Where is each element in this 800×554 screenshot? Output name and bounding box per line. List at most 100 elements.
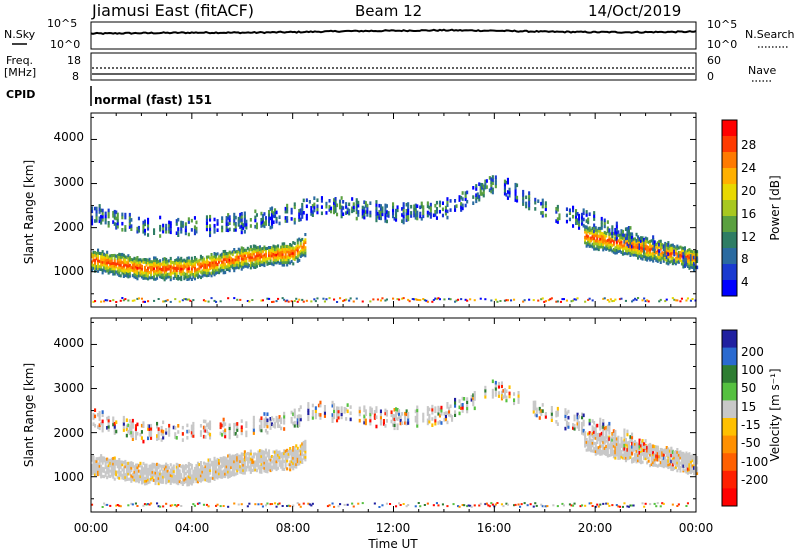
- echo-cell: [680, 457, 683, 461]
- echo-cell: [407, 411, 410, 416]
- echo-cell: [448, 406, 451, 411]
- echo-cell: [163, 464, 166, 468]
- echo-cell: [634, 297, 637, 300]
- echo-cell: [190, 272, 193, 276]
- echo-cell: [115, 222, 118, 227]
- echo-cell: [328, 297, 331, 300]
- echo-cell: [643, 297, 646, 300]
- echo-cell: [513, 392, 516, 396]
- echo-cell: [659, 463, 662, 467]
- echo-cell: [248, 264, 251, 268]
- echo-cell: [286, 258, 289, 262]
- echo-cell: [257, 251, 260, 255]
- echo-cell: [385, 204, 388, 208]
- echo-cell: [243, 262, 246, 266]
- echo-cell: [159, 269, 162, 273]
- echo-cell: [688, 264, 691, 268]
- echo-cell: [113, 472, 116, 476]
- echo-cell: [416, 213, 419, 218]
- echo-cell: [623, 438, 626, 442]
- echo-cell: [676, 252, 679, 256]
- echo-cell: [603, 449, 606, 453]
- echo-cell: [168, 479, 171, 483]
- echo-cell: [671, 503, 674, 506]
- echo-cell: [190, 259, 193, 263]
- echo-cell: [401, 412, 404, 416]
- echo-cell: [670, 257, 673, 261]
- echo-cell: [268, 246, 271, 250]
- echo-cell: [608, 248, 611, 252]
- echo-cell: [165, 470, 168, 474]
- echo-cell: [101, 263, 104, 267]
- echo-cell: [95, 467, 98, 471]
- echo-cell: [464, 191, 467, 195]
- echo-cell: [255, 469, 258, 473]
- echo-cell: [379, 210, 382, 214]
- echo-cell: [106, 258, 109, 262]
- echo-cell: [585, 438, 588, 442]
- echo-cell: [632, 245, 635, 249]
- echo-cell: [254, 452, 257, 456]
- echo-cell: [269, 251, 272, 255]
- echo-cell: [125, 418, 128, 422]
- echo-cell: [437, 297, 440, 300]
- echo-cell: [313, 208, 316, 213]
- echo-cell: [258, 261, 261, 265]
- freq-panel-frame: [90, 52, 697, 81]
- echo-cell: [629, 238, 632, 243]
- echo-cell: [635, 452, 638, 456]
- echo-cell: [667, 455, 670, 459]
- echo-cell: [419, 211, 422, 216]
- echo-cell: [98, 411, 101, 415]
- echo-cell: [373, 416, 376, 420]
- echo-cell: [284, 258, 287, 262]
- echo-cell: [676, 299, 679, 302]
- echo-cell: [237, 459, 240, 463]
- echo-cell: [342, 206, 345, 210]
- echo-cell: [283, 245, 286, 249]
- echo-cell: [640, 253, 643, 257]
- echo-cell: [177, 476, 180, 480]
- echo-cell: [148, 263, 151, 267]
- echo-cell: [661, 450, 664, 454]
- echo-cell: [209, 261, 212, 265]
- echo-cell: [541, 201, 544, 206]
- echo-cell: [600, 239, 603, 243]
- echo-cell: [441, 213, 444, 218]
- echo-cell: [137, 477, 140, 481]
- echo-cell: [216, 265, 219, 269]
- echo-cell: [92, 266, 95, 270]
- echo-cell: [444, 414, 447, 419]
- echo-cell: [599, 503, 602, 506]
- echo-cell: [290, 217, 293, 221]
- echo-cell: [449, 404, 452, 409]
- echo-cell: [696, 458, 699, 462]
- echo-cell: [109, 474, 112, 478]
- echo-cell: [665, 253, 668, 257]
- echo-cell: [257, 256, 260, 260]
- echo-cell: [379, 421, 382, 426]
- echo-cell: [429, 212, 432, 216]
- echo-cell: [626, 448, 629, 452]
- echo-cell: [278, 453, 281, 457]
- echo-cell: [605, 450, 608, 454]
- echo-cell: [115, 504, 118, 507]
- echo-cell: [281, 252, 284, 256]
- echo-cell: [602, 437, 605, 442]
- echo-cell: [593, 430, 596, 434]
- echo-cell: [384, 424, 387, 428]
- echo-cell: [216, 252, 219, 256]
- echo-cell: [635, 248, 638, 252]
- echo-cell: [131, 258, 134, 262]
- echo-cell: [178, 266, 181, 270]
- echo-cell: [186, 256, 189, 260]
- echo-cell: [680, 465, 683, 469]
- echo-cell: [140, 481, 143, 485]
- echo-cell: [632, 237, 635, 241]
- echo-cell: [222, 461, 225, 465]
- echo-cell: [215, 255, 218, 259]
- echo-cell: [143, 479, 146, 483]
- echo-cell: [671, 459, 674, 464]
- echo-cell: [565, 411, 568, 415]
- echo-cell: [254, 503, 257, 506]
